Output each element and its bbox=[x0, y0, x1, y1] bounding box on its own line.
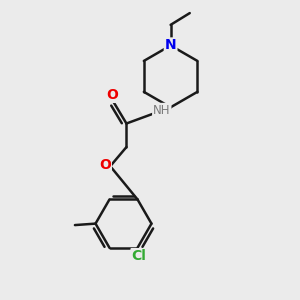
Text: O: O bbox=[106, 88, 118, 102]
Text: NH: NH bbox=[153, 104, 170, 117]
Text: O: O bbox=[99, 158, 111, 172]
Text: N: N bbox=[165, 38, 176, 52]
Text: Cl: Cl bbox=[131, 249, 146, 263]
